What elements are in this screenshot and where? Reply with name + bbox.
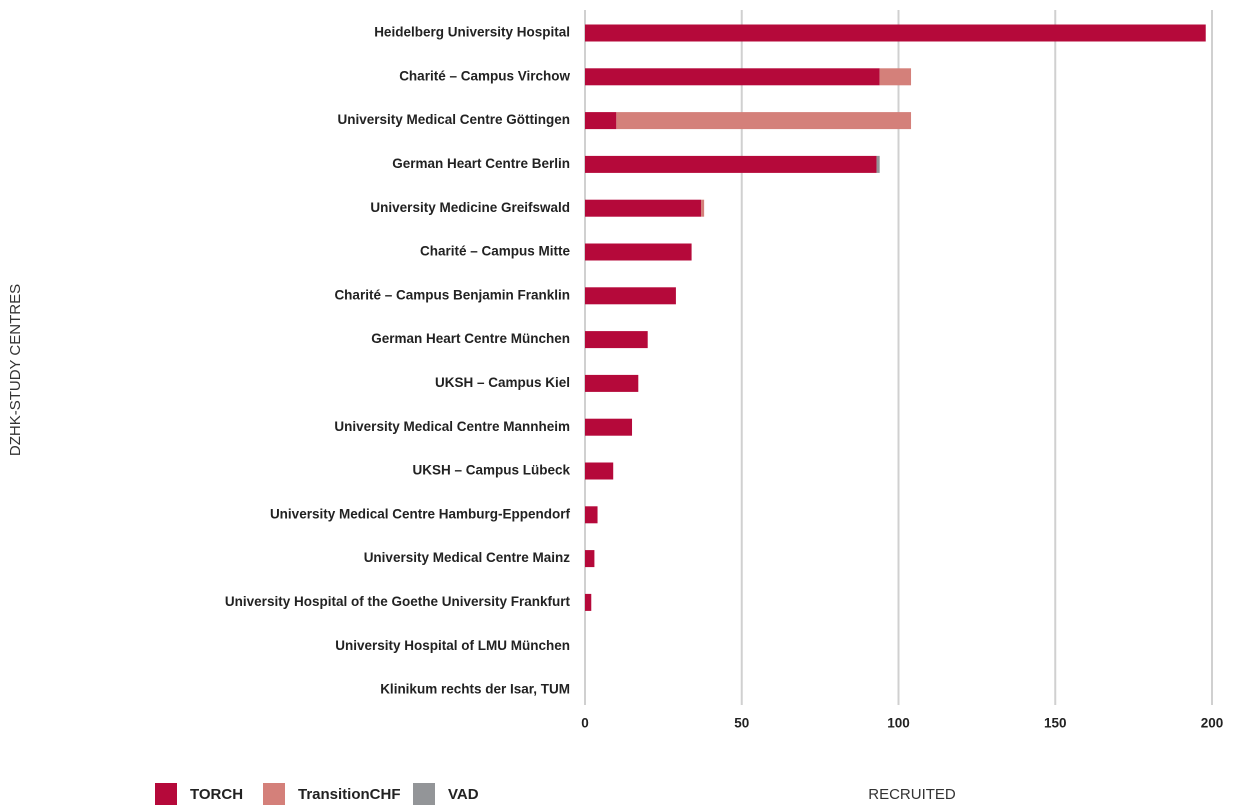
bar-segment [585,68,880,86]
x-tick-label: 150 [1044,716,1067,731]
x-tick-label: 50 [734,716,749,731]
y-tick-label: University Medical Centre Mainz [364,550,571,565]
legend-swatch [263,783,285,805]
x-tick-label: 0 [581,716,589,731]
bar-segment [585,287,676,305]
legend-swatch [155,783,177,805]
y-tick-label: Charité – Campus Benjamin Franklin [334,287,570,302]
y-tick-label: Heidelberg University Hospital [374,25,570,40]
legend-swatch [413,783,435,805]
y-axis-title: DZHK-STUDY CENTRES [7,284,24,456]
bar-segment [585,331,648,349]
y-tick-label: German Heart Centre München [371,331,570,346]
y-tick-label: UKSH – Campus Kiel [435,375,570,390]
y-tick-label: University Medical Centre Göttingen [337,112,570,127]
bar-segment [585,374,639,392]
bar-segment [585,155,877,173]
y-tick-label: University Medical Centre Hamburg-Eppend… [270,506,571,521]
bar-segment [585,462,614,480]
bar-segment [616,112,912,130]
bar-segment [585,418,633,436]
bar-segment [585,593,592,611]
legend-label: TransitionCHF [298,786,401,803]
y-tick-label: Charité – Campus Mitte [420,244,571,259]
y-tick-label: University Hospital of the Goethe Univer… [225,594,571,609]
x-tick-label: 100 [887,716,910,731]
y-tick-label: University Medicine Greifswald [370,200,570,215]
bar-segment [876,155,880,173]
legend-label: VAD [448,786,479,803]
y-tick-label: University Medical Centre Mannheim [334,419,570,434]
bar-segment [585,24,1206,42]
x-tick-label: 200 [1201,716,1224,731]
y-tick-label: German Heart Centre Berlin [392,156,570,171]
y-tick-label: Charité – Campus Virchow [399,68,570,83]
y-tick-label: UKSH – Campus Lübeck [412,463,570,478]
bar-segment [585,506,598,524]
bar-segment [700,199,705,217]
x-axis-title: RECRUITED [868,786,956,803]
y-tick-label: Klinikum rechts der Isar, TUM [380,682,570,697]
bar-segment [585,112,617,130]
bar-segment [585,550,595,568]
y-tick-label: University Hospital of LMU München [335,638,570,653]
bar-segment [585,199,701,217]
legend-label: TORCH [190,786,243,803]
bar-segment [585,243,692,261]
bar-segment [879,68,912,86]
